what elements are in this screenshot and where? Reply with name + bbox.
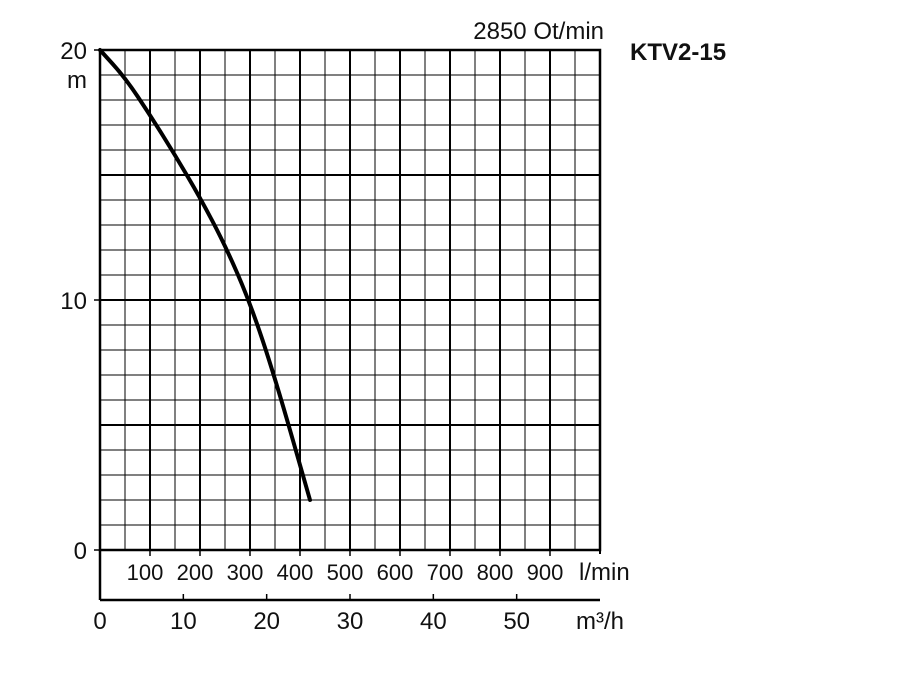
x-primary-tick-label: 900	[527, 560, 564, 585]
chart-text: KTV2-15 2850 Ot/min m l/min m³/h 0 10 20 30…	[60, 18, 726, 635]
y-axis-label: m	[67, 67, 87, 94]
x-primary-tick-label: 600	[377, 560, 414, 585]
chart-subtitle: 2850 Ot/min	[473, 18, 604, 45]
x-secondary-tick-label: 30	[337, 608, 364, 635]
performance-curve	[98, 48, 312, 502]
x-secondary-tick-label: 10	[170, 608, 197, 635]
x-secondary-tick-label: 20	[253, 608, 280, 635]
x-secondary-tick-label: 0	[93, 608, 106, 635]
x-primary-tick-label: 200	[177, 560, 214, 585]
x-primary-tick-label: 700	[427, 560, 464, 585]
x-primary-tick-label: 300	[227, 560, 264, 585]
x-primary-axis-label: l/min	[579, 559, 630, 586]
x-primary-tick-label: 100	[127, 560, 164, 585]
x-secondary-tick-label: 40	[420, 608, 447, 635]
x-primary-tick-label: 500	[327, 560, 364, 585]
x-primary-tick-label: 400	[277, 560, 314, 585]
y-tick-label: 10	[60, 288, 87, 315]
chart-frame	[94, 48, 602, 602]
chart-grid	[99, 49, 601, 551]
chart-title: KTV2-15	[630, 39, 726, 66]
x-primary-tick-label: 800	[477, 560, 514, 585]
x-secondary-axis-label: m³/h	[576, 608, 624, 635]
x-secondary-tick-label: 50	[503, 608, 530, 635]
y-tick-label: 0	[74, 538, 87, 565]
curve-layer	[98, 48, 312, 502]
y-tick-label: 20	[60, 38, 87, 65]
